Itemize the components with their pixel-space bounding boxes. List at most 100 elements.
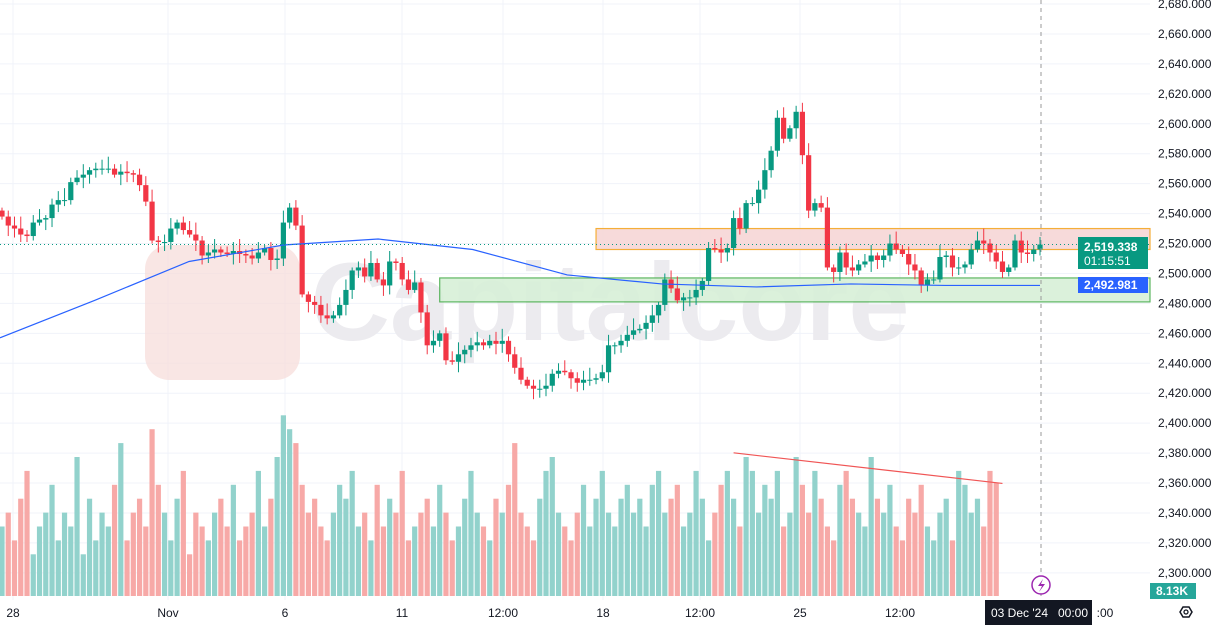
- candle-body: [593, 378, 599, 380]
- candle: [1037, 237, 1043, 256]
- candle-body: [24, 234, 30, 237]
- volume-bar: [124, 540, 130, 596]
- candle-body: [349, 270, 355, 290]
- candle-body: [962, 264, 968, 268]
- price-tick: 2,320.000: [1158, 536, 1212, 550]
- candle: [487, 334, 493, 349]
- candle: [799, 102, 805, 165]
- candle: [424, 304, 430, 355]
- volume-bar: [30, 554, 36, 596]
- ma-value: 2,492.981: [1084, 278, 1138, 292]
- candle-body: [505, 340, 512, 355]
- price-tick: 2,380.000: [1158, 446, 1212, 460]
- candle-body: [618, 340, 624, 346]
- candle-body: [637, 328, 643, 331]
- candle-body: [981, 240, 987, 244]
- volume-bar: [987, 470, 993, 596]
- volume-bar: [168, 540, 174, 596]
- candle-body: [399, 262, 405, 280]
- candle: [287, 203, 293, 229]
- volume-bar: [205, 540, 211, 596]
- volume-bar: [268, 498, 274, 596]
- candle-body: [430, 340, 437, 346]
- candle-body: [455, 354, 462, 362]
- candle-body: [956, 267, 962, 269]
- candle-body: [562, 370, 568, 373]
- settings-icon[interactable]: [1179, 606, 1193, 618]
- candle: [605, 334, 612, 383]
- candle: [368, 251, 374, 281]
- candle-body: [255, 252, 261, 259]
- candle-body: [337, 304, 343, 316]
- volume-bar: [362, 512, 368, 596]
- candle: [862, 253, 868, 268]
- candle: [93, 162, 99, 178]
- candle: [624, 325, 630, 347]
- candle-body: [655, 304, 662, 316]
- volume-bar: [299, 484, 305, 596]
- candle: [949, 248, 956, 277]
- time-tick: 12:00: [885, 606, 915, 620]
- candle-body: [630, 330, 637, 335]
- candle-body: [312, 301, 318, 305]
- volume-bar: [580, 484, 587, 596]
- lightning-icon[interactable]: [1031, 575, 1051, 595]
- price-tick: 2,540.000: [1158, 207, 1212, 221]
- candle: [924, 273, 931, 292]
- volume-bar: [849, 498, 856, 596]
- volume-bar: [36, 526, 43, 596]
- volume-bar: [249, 512, 255, 596]
- volume-bar: [724, 470, 730, 596]
- candle-body: [774, 117, 780, 151]
- candle: [49, 198, 55, 228]
- candle-body: [424, 312, 430, 346]
- candle: [86, 167, 93, 184]
- volume-bar: [924, 526, 931, 596]
- volume-bar: [768, 498, 774, 596]
- candle: [205, 245, 211, 263]
- volume-bar: [293, 443, 299, 596]
- candle-body: [843, 252, 849, 268]
- candle-body: [555, 370, 562, 374]
- candle: [818, 195, 824, 213]
- candle: [524, 376, 530, 389]
- candle: [186, 221, 193, 238]
- candle: [1031, 245, 1037, 262]
- price-tick: 2,620.000: [1158, 87, 1212, 101]
- candle: [518, 357, 524, 385]
- candle: [655, 301, 662, 323]
- candle-body: [781, 117, 787, 139]
- candle: [5, 210, 11, 237]
- candle: [762, 158, 768, 199]
- candle: [562, 360, 568, 376]
- candle: [174, 219, 180, 235]
- volume-bar: [943, 498, 949, 596]
- volume-bar: [643, 526, 649, 596]
- volume-bar: [243, 526, 249, 596]
- volume-bar: [418, 512, 424, 596]
- candle-body: [218, 249, 224, 253]
- volume-bar: [330, 512, 337, 596]
- candle: [412, 270, 418, 293]
- candle: [718, 237, 724, 263]
- candle: [343, 279, 349, 316]
- candle: [493, 331, 499, 355]
- volume-bar: [324, 540, 330, 596]
- candle: [468, 337, 474, 358]
- volume-bar: [574, 512, 580, 596]
- candle-body: [449, 360, 455, 362]
- volume-bar: [318, 526, 324, 596]
- volume-bar: [143, 526, 149, 596]
- candle-body: [11, 225, 18, 229]
- candle-body: [862, 261, 868, 265]
- candle-body: [856, 264, 862, 271]
- price-tick: 2,300.000: [1158, 566, 1212, 580]
- candle-body: [1018, 240, 1024, 253]
- volume-bar: [312, 498, 318, 596]
- volume-bar: [793, 457, 799, 596]
- volume-bar: [899, 540, 906, 596]
- candle-body: [974, 240, 981, 250]
- volume-bar: [130, 512, 136, 596]
